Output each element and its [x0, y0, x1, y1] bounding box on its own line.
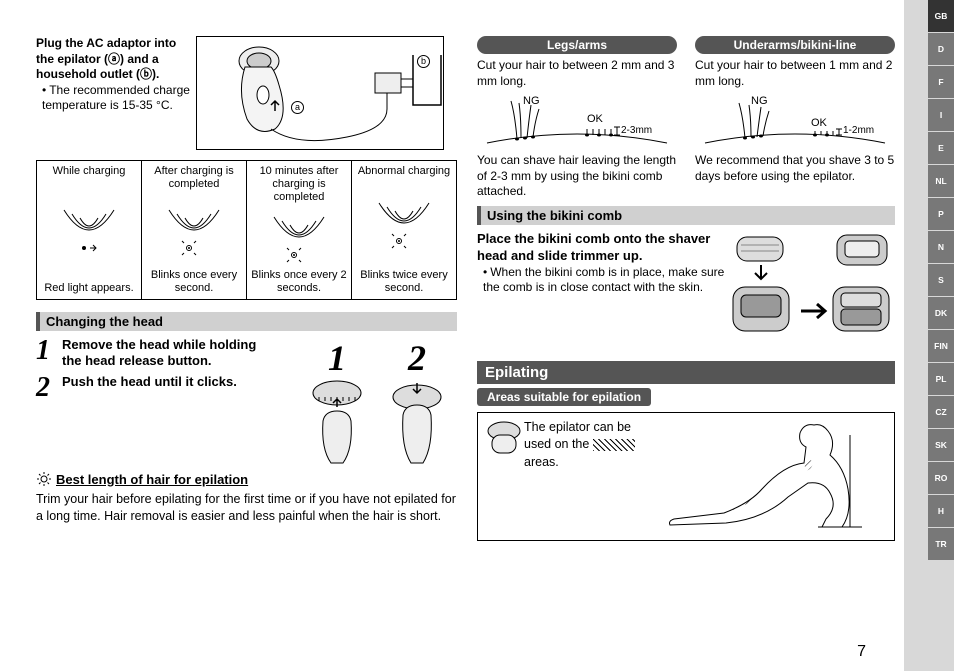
- underarms-note: We recommend that you shave 3 to 5 days …: [695, 153, 895, 184]
- charge-cell-1: After charging is completed Blinks once …: [141, 160, 247, 300]
- bikini-bold: Place the bikini comb onto the shaver he…: [477, 231, 727, 265]
- label-b-icon: b: [417, 55, 430, 68]
- charge-bottom: Blinks twice every second.: [355, 269, 453, 295]
- underarms-diagram: NG OK 1-2mm: [695, 95, 895, 151]
- areas-text-2: areas.: [524, 455, 559, 469]
- step-img-1-num: 1: [297, 337, 377, 379]
- step-1-text: Remove the head while holding the head r…: [62, 337, 262, 370]
- lang-tab-n[interactable]: N: [928, 231, 954, 263]
- bikini-bullet: When the bikini comb is in place, make s…: [483, 265, 727, 296]
- lang-tab-cz[interactable]: CZ: [928, 396, 954, 428]
- changing-head-header: Changing the head: [36, 312, 457, 331]
- steps-block: 1 Remove the head while holding the head…: [36, 337, 457, 467]
- under-ng-label: NG: [751, 95, 768, 107]
- charge-bottom: Blinks once every second.: [145, 269, 243, 295]
- legs-ng-label: NG: [523, 95, 540, 107]
- hair-length-columns: Legs/arms Cut your hair to between 2 mm …: [477, 36, 895, 200]
- trim-body-text: Trim your hair before epilating for the …: [36, 491, 457, 525]
- lang-tab-pl[interactable]: PL: [928, 363, 954, 395]
- lang-tab-dk[interactable]: DK: [928, 297, 954, 329]
- legs-column: Legs/arms Cut your hair to between 2 mm …: [477, 36, 677, 200]
- legs-cut-text: Cut your hair to between 2 mm and 3 mm l…: [477, 58, 677, 89]
- lang-tab-p[interactable]: P: [928, 198, 954, 230]
- lang-tab-s[interactable]: S: [928, 264, 954, 296]
- under-mm-label: 1-2mm: [843, 125, 874, 136]
- epilating-header: Epilating: [477, 361, 895, 384]
- underarms-cut-text: Cut your hair to between 1 mm and 2 mm l…: [695, 58, 895, 89]
- underarms-column: Underarms/bikini-line Cut your hair to b…: [695, 36, 895, 200]
- plug-bullet: The recommended charge temperature is 15…: [42, 83, 196, 114]
- plug-diagram: a b: [196, 36, 444, 150]
- underarms-pill: Underarms/bikini-line: [695, 36, 895, 54]
- step-images: 1 2: [297, 337, 457, 457]
- under-ok-label: OK: [811, 117, 827, 129]
- epilator-icon: [484, 419, 524, 459]
- lang-tab-i[interactable]: I: [928, 99, 954, 131]
- language-tabs: GB D F I E NL P N S DK FIN PL CZ SK RO H…: [928, 0, 954, 561]
- page-number: 7: [857, 643, 866, 661]
- step-img-2-num: 2: [377, 337, 457, 379]
- hatched-swatch-icon: [593, 439, 635, 451]
- plug-instructions: Plug the AC adaptor into the epilator (ⓐ…: [36, 36, 196, 150]
- lang-tab-e[interactable]: E: [928, 132, 954, 164]
- legs-ok-label: OK: [587, 113, 603, 125]
- lang-tab-f[interactable]: F: [928, 66, 954, 98]
- charge-top: Abnormal charging: [358, 165, 450, 178]
- bikini-images: [727, 231, 892, 351]
- lang-tab-ro[interactable]: RO: [928, 462, 954, 494]
- bulb-icon: [36, 471, 52, 487]
- charge-cell-2: 10 minutes after charging is completed B…: [246, 160, 352, 300]
- bikini-text: Place the bikini comb onto the shaver he…: [477, 231, 727, 351]
- lang-tab-tr[interactable]: TR: [928, 528, 954, 560]
- left-column: Plug the AC adaptor into the epilator (ⓐ…: [36, 36, 457, 659]
- step-img-2: 2: [377, 337, 457, 457]
- best-length-header: Best length of hair for epilation: [36, 471, 457, 487]
- charge-top: After charging is completed: [145, 165, 243, 191]
- legs-diagram: NG OK 2-3mm: [477, 95, 677, 151]
- plug-section: Plug the AC adaptor into the epilator (ⓐ…: [36, 36, 457, 150]
- step-1-num: 1: [36, 337, 62, 370]
- areas-text: The epilator can be used on the areas.: [524, 419, 654, 472]
- areas-figure: [654, 419, 888, 534]
- legs-mm-label: 2-3mm: [621, 125, 652, 136]
- best-length-text: Best length of hair for epilation: [56, 472, 248, 487]
- label-a-icon: a: [291, 101, 304, 114]
- step-img-1: 1: [297, 337, 377, 457]
- lang-tab-h[interactable]: H: [928, 495, 954, 527]
- step-2-num: 2: [36, 374, 62, 402]
- lang-tab-gb[interactable]: GB: [928, 0, 954, 32]
- lang-tab-nl[interactable]: NL: [928, 165, 954, 197]
- bikini-section: Place the bikini comb onto the shaver he…: [477, 231, 895, 351]
- charge-bottom: Red light appears.: [44, 282, 133, 295]
- areas-box: The epilator can be used on the areas.: [477, 412, 895, 541]
- plug-bold-text: Plug the AC adaptor into the epilator (ⓐ…: [36, 36, 196, 83]
- legs-note: You can shave hair leaving the length of…: [477, 153, 677, 200]
- charge-cell-0: While charging Red light appears.: [36, 160, 142, 300]
- charge-top: 10 minutes after charging is completed: [250, 165, 348, 205]
- charge-bottom: Blinks once every 2 seconds.: [250, 269, 348, 295]
- step-2-text: Push the head until it clicks.: [62, 374, 262, 402]
- right-column: Legs/arms Cut your hair to between 2 mm …: [477, 36, 895, 659]
- lang-tab-d[interactable]: D: [928, 33, 954, 65]
- lang-tab-sk[interactable]: SK: [928, 429, 954, 461]
- charge-cell-3: Abnormal charging Blinks twice every sec…: [351, 160, 457, 300]
- areas-sub-header: Areas suitable for epilation: [477, 388, 651, 406]
- charge-top: While charging: [53, 165, 126, 178]
- bikini-comb-header: Using the bikini comb: [477, 206, 895, 225]
- charge-status-table: While charging Red light appears. After …: [36, 160, 457, 300]
- legs-pill: Legs/arms: [477, 36, 677, 54]
- lang-tab-fin[interactable]: FIN: [928, 330, 954, 362]
